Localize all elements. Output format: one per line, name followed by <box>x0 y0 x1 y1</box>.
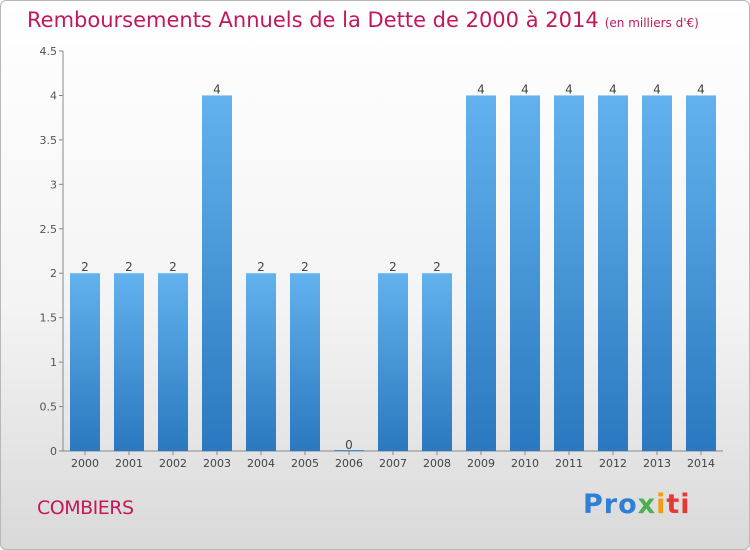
y-tick-label: 3 <box>50 178 57 191</box>
y-tick-label: 2 <box>50 267 57 280</box>
bar-2003 <box>202 95 232 451</box>
bar-2014 <box>686 95 716 451</box>
data-label-2000: 2 <box>81 260 89 274</box>
bar-2005 <box>290 273 320 451</box>
commune-name: COMBIERS <box>37 497 134 519</box>
bar-2013 <box>642 95 672 451</box>
y-tick-label: 4 <box>50 89 57 102</box>
x-tick-label-2001: 2001 <box>115 457 143 470</box>
data-label-2004: 2 <box>257 260 265 274</box>
data-label-2007: 2 <box>389 260 397 274</box>
x-tick-label-2009: 2009 <box>467 457 495 470</box>
data-label-2014: 4 <box>697 82 705 96</box>
data-label-2002: 2 <box>169 260 177 274</box>
x-tick-label-2010: 2010 <box>511 457 539 470</box>
y-tick-label: 1.5 <box>40 312 58 325</box>
logo-part-2: x <box>637 489 657 520</box>
x-tick-label-2000: 2000 <box>71 457 99 470</box>
proxiti-logo: Proxiti <box>583 489 691 520</box>
chart-subtitle: (en milliers d'€) <box>604 16 699 30</box>
bar-2004 <box>246 273 276 451</box>
logo-part-4: ti <box>666 489 691 520</box>
x-tick-label-2011: 2011 <box>555 457 583 470</box>
x-tick-label-2004: 2004 <box>247 457 275 470</box>
logo-part-3: i <box>656 489 667 520</box>
data-label-2013: 4 <box>653 82 661 96</box>
x-tick-label-2013: 2013 <box>643 457 671 470</box>
data-label-2011: 4 <box>565 82 573 96</box>
bar-2012 <box>598 95 628 451</box>
bar-2010 <box>510 95 540 451</box>
data-label-2012: 4 <box>609 82 617 96</box>
bar-2008 <box>422 273 452 451</box>
chart-title-block: Remboursements Annuels de la Dette de 20… <box>27 8 699 32</box>
x-tick-label-2014: 2014 <box>687 457 715 470</box>
chart-title: Remboursements Annuels de la Dette de 20… <box>27 8 599 32</box>
x-tick-label-2006: 2006 <box>335 457 363 470</box>
data-label-2006: 0 <box>345 438 353 452</box>
data-label-2010: 4 <box>521 82 529 96</box>
bar-2001 <box>114 273 144 451</box>
x-tick-label-2005: 2005 <box>291 457 319 470</box>
data-label-2001: 2 <box>125 260 133 274</box>
bar-2009 <box>466 95 496 451</box>
data-label-2005: 2 <box>301 260 309 274</box>
x-tick-label-2008: 2008 <box>423 457 451 470</box>
y-tick-label: 0 <box>50 445 57 458</box>
x-tick-label-2007: 2007 <box>379 457 407 470</box>
y-tick-label: 3.5 <box>40 134 58 147</box>
bar-2007 <box>378 273 408 451</box>
y-tick-label: 4.5 <box>40 45 58 58</box>
y-tick-label: 0.5 <box>40 401 58 414</box>
y-tick-label: 1 <box>50 356 57 369</box>
data-label-2008: 2 <box>433 260 441 274</box>
x-tick-label-2002: 2002 <box>159 457 187 470</box>
data-label-2003: 4 <box>213 82 221 96</box>
bar-2000 <box>70 273 100 451</box>
bar-2011 <box>554 95 584 451</box>
logo-part-1: Pro <box>583 489 638 520</box>
y-tick-label: 2.5 <box>40 223 58 236</box>
x-tick-label-2012: 2012 <box>599 457 627 470</box>
bar-2002 <box>158 273 188 451</box>
x-tick-label-2003: 2003 <box>203 457 231 470</box>
data-label-2009: 4 <box>477 82 485 96</box>
